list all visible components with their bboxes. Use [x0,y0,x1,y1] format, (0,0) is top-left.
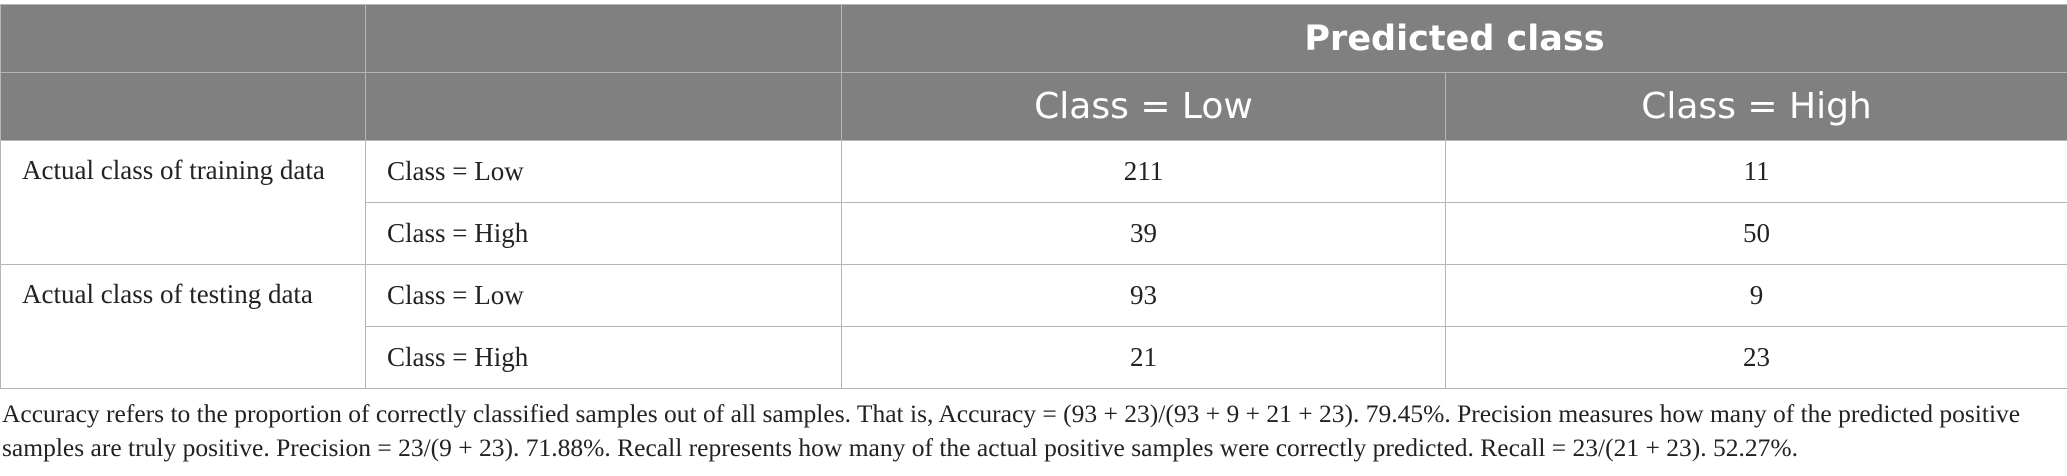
cell-value: 11 [1445,140,2067,203]
cell-value: 211 [841,140,1446,203]
table-row: Class = High 39 50 [1,202,2067,265]
table-row: Class = High 21 23 [1,326,2067,389]
header-empty-cell [0,72,366,141]
cell-value: 9 [1445,264,2067,327]
header-empty-cell [0,4,366,73]
table-footnote: Accuracy refers to the proportion of cor… [2,399,2021,462]
header-empty-cell [365,72,842,141]
row-label: Class = High [365,326,842,389]
cell-value: 23 [1445,326,2067,389]
table-row: Actual class of training data Class = Lo… [0,140,2067,265]
predicted-class-header: Predicted class [841,4,2067,73]
cell-value: 93 [841,264,1446,327]
row-label: Class = Low [365,264,842,327]
header-row-classes: Class = Low Class = High [0,72,2067,141]
confusion-matrix-table: Predicted class Class = Low Class = High… [0,4,2067,389]
row-label: Class = Low [365,140,842,203]
header-empty-cell [365,4,842,73]
column-header-high: Class = High [1445,72,2067,141]
table-row: Actual class of testing data Class = Low… [0,264,2067,389]
column-header-low: Class = Low [841,72,1446,141]
cell-value: 39 [841,202,1446,265]
group-label-training: Actual class of training data [0,140,366,265]
cell-value: 21 [841,326,1446,389]
header-row-predicted: Predicted class [0,4,2067,73]
row-label: Class = High [365,202,842,265]
group-label-testing: Actual class of testing data [0,264,366,389]
cell-value: 50 [1445,202,2067,265]
